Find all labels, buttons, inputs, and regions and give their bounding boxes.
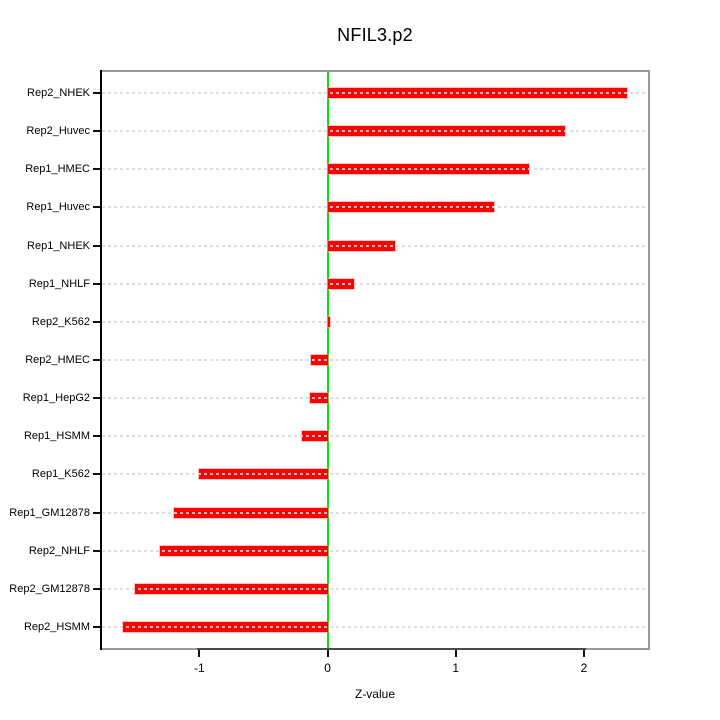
y-axis-label: Rep2_Huvec xyxy=(26,125,90,138)
gridline xyxy=(102,359,648,361)
y-axis-tick xyxy=(93,435,100,438)
gridline xyxy=(102,587,648,590)
x-axis-title: Z-value xyxy=(354,687,395,701)
gridline xyxy=(102,168,648,171)
y-axis-tick xyxy=(93,206,100,209)
y-axis-tick xyxy=(93,244,100,247)
x-axis-tick-label: 0 xyxy=(324,661,331,675)
gridline xyxy=(102,626,648,628)
y-axis-tick xyxy=(93,359,100,361)
y-axis-tick xyxy=(93,587,100,590)
y-axis-tick xyxy=(93,168,100,171)
gridline xyxy=(102,130,648,133)
chart-title: NFIL3.p2 xyxy=(337,25,413,45)
y-axis-tick xyxy=(93,320,100,323)
gridline xyxy=(102,244,648,247)
y-axis-label: Rep2_HSMM xyxy=(23,621,90,633)
x-axis-line xyxy=(197,648,586,650)
gridline xyxy=(102,206,648,209)
x-axis-tick-label: 1 xyxy=(452,661,460,675)
plot-border-top xyxy=(100,70,650,72)
y-axis-tick xyxy=(93,282,100,285)
y-axis-tick xyxy=(93,397,100,400)
gridline xyxy=(102,92,648,94)
y-axis-label: Rep1_GM12878 xyxy=(9,506,90,519)
y-axis-label: Rep1_HepG2 xyxy=(22,392,90,405)
y-axis-label: Rep1_NHLF xyxy=(28,277,90,290)
y-axis-tick xyxy=(93,130,100,133)
y-axis-tick xyxy=(93,626,100,628)
gridline xyxy=(102,397,648,400)
y-axis-label: Rep1_NHEK xyxy=(27,239,90,252)
gridline xyxy=(102,473,648,476)
plot-area: Rep2_NHEK Rep2_Huvec Rep1_HMEC Rep1_Huvec Re… xyxy=(9,70,650,675)
gridline xyxy=(102,320,648,323)
x-axis-tick xyxy=(454,650,457,657)
x-axis-tick xyxy=(582,650,585,657)
y-axis-label: Rep2_NHEK xyxy=(27,87,90,99)
y-axis-label: Rep2_K562 xyxy=(31,315,90,328)
y-axis-label: Rep1_HMEC xyxy=(25,163,90,176)
gridline xyxy=(102,435,648,438)
x-axis-tick-label: 2 xyxy=(580,661,588,675)
y-axis-label: Rep1_Huvec xyxy=(26,201,90,214)
y-axis-label: Rep2_GM12878 xyxy=(9,582,90,595)
y-axis-line xyxy=(100,70,102,650)
gridline xyxy=(102,511,648,514)
y-axis-tick xyxy=(93,511,100,514)
y-axis-label: Rep2_HMEC xyxy=(25,354,90,366)
x-axis-tick-label: -1 xyxy=(194,661,205,675)
y-axis-tick xyxy=(93,473,100,476)
y-axis-label: Rep1_K562 xyxy=(31,468,90,481)
y-axis-tick xyxy=(93,92,100,94)
y-axis-tick xyxy=(93,549,100,552)
gridline xyxy=(102,549,648,552)
y-axis-label: Rep2_NHLF xyxy=(28,544,90,557)
gridline xyxy=(102,282,648,285)
y-axis-label: Rep1_HSMM xyxy=(23,430,90,443)
plot-border-right xyxy=(648,70,650,650)
x-axis-tick xyxy=(198,650,201,657)
x-axis-tick xyxy=(326,650,329,657)
